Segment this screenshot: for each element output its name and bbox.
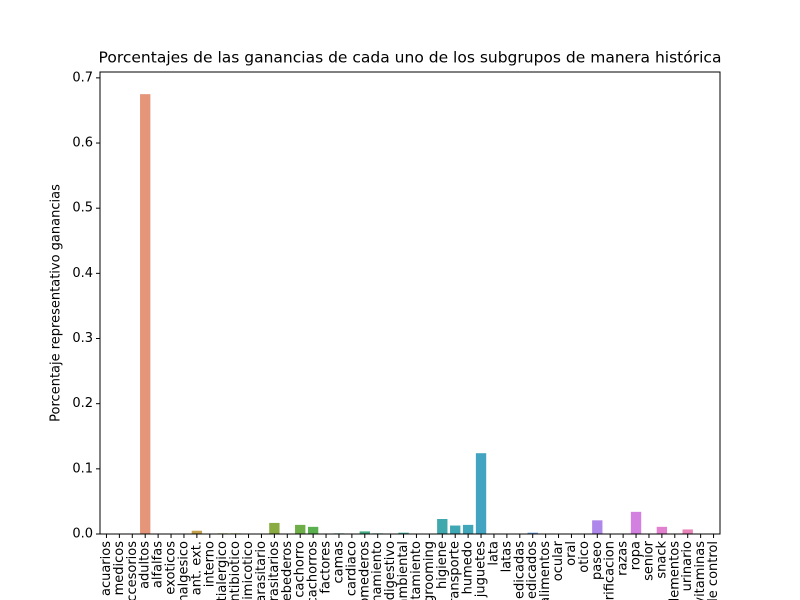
x-tick-label: ant. ext. (189, 541, 204, 595)
bar (656, 526, 668, 534)
x-tick-label: bebederos (280, 541, 295, 600)
x-tick-label: higiene (435, 541, 450, 589)
x-tick-label: analgesico (176, 541, 191, 600)
bar (682, 529, 693, 534)
x-tick-label: antialergico (215, 541, 230, 600)
x-tick-label: exoticos (164, 541, 179, 595)
x-tick-label: transporte (448, 541, 463, 600)
x-tick-label: paseo (590, 541, 605, 580)
bar (630, 511, 642, 534)
y-tick-label: 0.5 (72, 201, 93, 216)
bar (295, 524, 306, 534)
x-tick-label: accesorios (125, 541, 140, 600)
x-tick-label: adultos (138, 541, 153, 589)
x-tick-label: acuarios (99, 541, 114, 596)
x-tick-label: razas (616, 541, 631, 576)
x-tick-label: entrenamiento (370, 541, 385, 600)
x-tick-label: grooming (422, 541, 437, 600)
bar (359, 531, 370, 534)
bar (191, 530, 203, 534)
x-tick-label: cardiaco (344, 541, 359, 596)
x-tick-label: snack (654, 541, 669, 579)
y-tick-label: 0.4 (72, 266, 93, 281)
x-tick-label: antiparasitarios (267, 541, 282, 600)
x-tick-label: ocular (551, 540, 566, 581)
bar (592, 520, 603, 534)
bar (437, 519, 448, 534)
bar (450, 525, 461, 534)
x-tick-label: cachorro (293, 541, 308, 598)
y-axis-label: Porcentaje representativo ganancias (49, 184, 64, 422)
x-tick-label: juguetes (474, 541, 489, 598)
x-tick-label: de control (706, 541, 721, 600)
bar (269, 522, 280, 534)
bar (527, 532, 538, 534)
x-tick-label: latas (499, 541, 514, 573)
chart-title: Porcentajes de las ganancias de cada uno… (99, 49, 722, 67)
bar (475, 453, 487, 534)
plot-frame (99, 71, 721, 535)
x-tick-label: lata (486, 541, 501, 566)
x-tick-label: antibiotico (228, 541, 243, 600)
x-tick-label: oral (564, 541, 579, 566)
y-tick-label: 0.7 (72, 70, 93, 85)
x-tick-label: ropa (629, 541, 644, 570)
x-tick-label: antiparasitario (254, 541, 269, 600)
x-tick-label: medicados (525, 541, 540, 600)
x-tick-label: enriquecimiento ambiental (396, 541, 411, 600)
x-tick-label: humedo (461, 541, 476, 594)
x-tick-label: interno (202, 541, 217, 587)
x-tick-label: alfalfas (151, 541, 166, 588)
bar (398, 532, 409, 534)
bar (140, 94, 151, 534)
x-tick-label: cachorros (306, 541, 321, 600)
x-tick-label: medicadas (512, 541, 527, 600)
x-tick-label: urinario (680, 541, 695, 591)
x-tick-label: camas (331, 541, 346, 584)
x-tick-label: antimicotico (241, 541, 256, 600)
x-tick-label: otico (577, 541, 592, 573)
x-tick-label: tratamiento (409, 541, 424, 600)
y-tick-label: 0.2 (72, 396, 93, 411)
bar (462, 524, 474, 534)
x-tick-label: factores (319, 541, 334, 594)
y-tick-label: 0.6 (72, 136, 93, 151)
x-tick-label: alimentos (538, 541, 553, 600)
x-tick-label: comederos (357, 541, 372, 600)
x-tick-label: purificacion (603, 541, 618, 600)
x-tick-label: senior (641, 540, 656, 581)
bar (307, 526, 319, 534)
x-tick-label: medicos (112, 541, 127, 596)
y-tick-label: 0.0 (72, 527, 93, 542)
x-tick-label: vitaminas (693, 541, 708, 600)
x-tick-label: digestivo (383, 541, 398, 600)
x-tick-label: suplementos (667, 541, 682, 600)
y-tick-label: 0.1 (72, 461, 93, 476)
y-tick-label: 0.3 (72, 331, 93, 346)
